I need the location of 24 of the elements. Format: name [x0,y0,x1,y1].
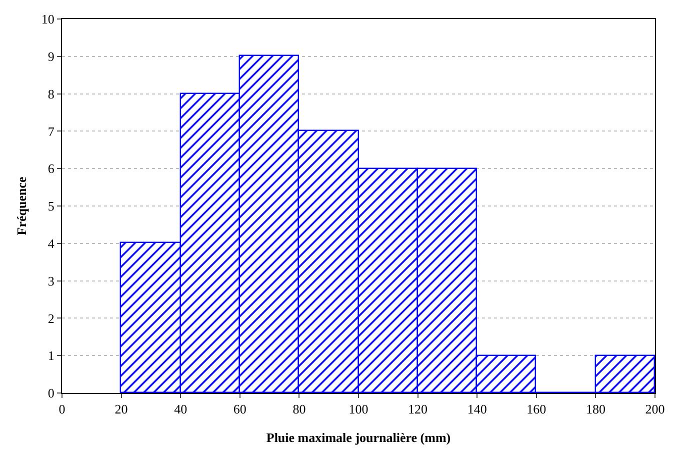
x-tick-label: 120 [408,402,428,417]
x-tick-label: 140 [467,402,487,417]
y-tick-label: 5 [48,198,54,214]
y-tick-label: 0 [48,386,54,401]
y-tick-label: 9 [48,48,54,64]
y-tick-label: 3 [48,273,54,288]
x-tick-label: 100 [348,402,368,417]
y-tick-label: 8 [48,86,54,102]
y-tick-label: 7 [48,124,55,139]
x-tick-label: 160 [526,402,546,417]
x-tick-label: 40 [174,402,188,417]
y-tick-label: 2 [48,310,54,326]
y-tick-label: 1 [48,348,54,364]
x-tick-label: 20 [114,402,128,417]
y-axis-title: Fréquence [14,176,29,236]
x-tick-label: 200 [645,402,665,417]
y-tick-label: 4 [48,236,55,251]
x-tick-label: 0 [58,402,66,417]
y-tick-label: 6 [48,161,55,176]
x-tick-label: 60 [233,402,246,417]
x-tick-label: 180 [586,402,606,417]
y-tick-label: 10 [41,12,54,27]
x-tick-label: 80 [292,402,306,417]
x-axis-title: Pluie maximale journalière (mm) [266,430,451,445]
